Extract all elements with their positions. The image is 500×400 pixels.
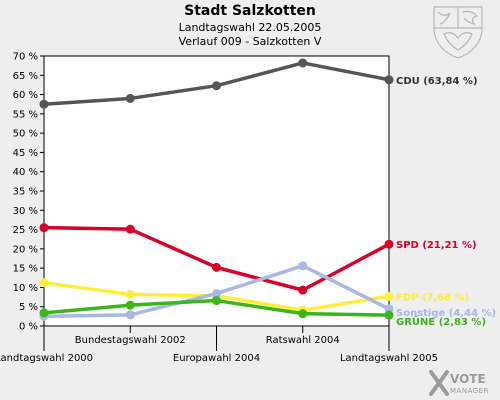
data-point-fdp [125, 289, 135, 299]
chart-subtitle-2: Verlauf 009 - Salzkotten V [178, 35, 322, 48]
y-tick-label: 40 % [13, 167, 38, 178]
y-tick-label: 60 % [13, 90, 38, 101]
y-tick-label: 25 % [13, 225, 38, 236]
y-tick-label: 65 % [13, 71, 38, 82]
y-tick-label: 45 % [13, 148, 38, 159]
x-tick-label: Landtagswahl 2000 [0, 353, 93, 364]
data-point-cdu [384, 75, 394, 85]
series-label-fdp: FDP (7,68 %) [396, 292, 469, 303]
series-label-cdu: CDU (63,84 %) [396, 76, 478, 87]
logo-text-manager: MANAGER [450, 387, 489, 395]
data-point-cdu [298, 58, 308, 68]
data-point-gruene [212, 296, 221, 306]
y-tick-label: 15 % [13, 264, 38, 275]
plot-area [43, 55, 390, 327]
data-point-spd [39, 223, 49, 233]
y-tick-label: 70 % [13, 52, 38, 63]
data-point-gruene [39, 308, 49, 318]
data-point-gruene [384, 310, 394, 320]
vote-x-icon [429, 370, 449, 396]
y-tick-label: 5 % [19, 302, 38, 313]
data-point-gruene [125, 300, 135, 310]
y-tick-label: 55 % [13, 109, 38, 120]
data-point-spd [384, 239, 394, 249]
y-tick-label: 0 % [19, 322, 38, 333]
data-point-cdu [212, 81, 221, 91]
coat-of-arms-icon [433, 6, 483, 59]
data-point-spd [125, 224, 135, 234]
data-point-sonstige [125, 310, 135, 320]
x-tick-label: Europawahl 2004 [173, 353, 260, 364]
chart-title: Stadt Salzkotten [184, 3, 316, 19]
votemanager-logo: VOTE MANAGER [429, 370, 489, 396]
x-tick-label: Landtagswahl 2005 [340, 353, 438, 364]
series-label-spd: SPD (21,21 %) [396, 240, 477, 251]
data-point-spd [298, 285, 308, 295]
chart-subtitle: Landtagswahl 22.05.2005 [178, 21, 322, 34]
y-tick-label: 35 % [13, 187, 38, 198]
y-tick-label: 20 % [13, 244, 38, 255]
x-tick-label: Bundestagswahl 2002 [75, 335, 186, 346]
data-point-fdp [39, 278, 49, 288]
series-label-sonstige: Sonstige (4,44 %) [396, 308, 496, 319]
x-tick-label: Ratswahl 2004 [266, 335, 340, 346]
y-tick-label: 30 % [13, 206, 38, 217]
data-point-gruene [298, 309, 308, 319]
series-label-gruene: GRÜNE (2,83 %) [396, 314, 486, 328]
y-tick-label: 50 % [13, 129, 38, 140]
y-tick-label: 10 % [13, 283, 38, 294]
data-point-cdu [125, 93, 135, 103]
data-point-spd [212, 262, 221, 272]
data-point-sonstige [384, 304, 394, 314]
data-point-sonstige [298, 261, 308, 271]
data-point-cdu [39, 99, 49, 109]
logo-text-vote: VOTE [450, 372, 486, 386]
data-point-sonstige [212, 289, 221, 299]
data-point-fdp [384, 291, 394, 301]
